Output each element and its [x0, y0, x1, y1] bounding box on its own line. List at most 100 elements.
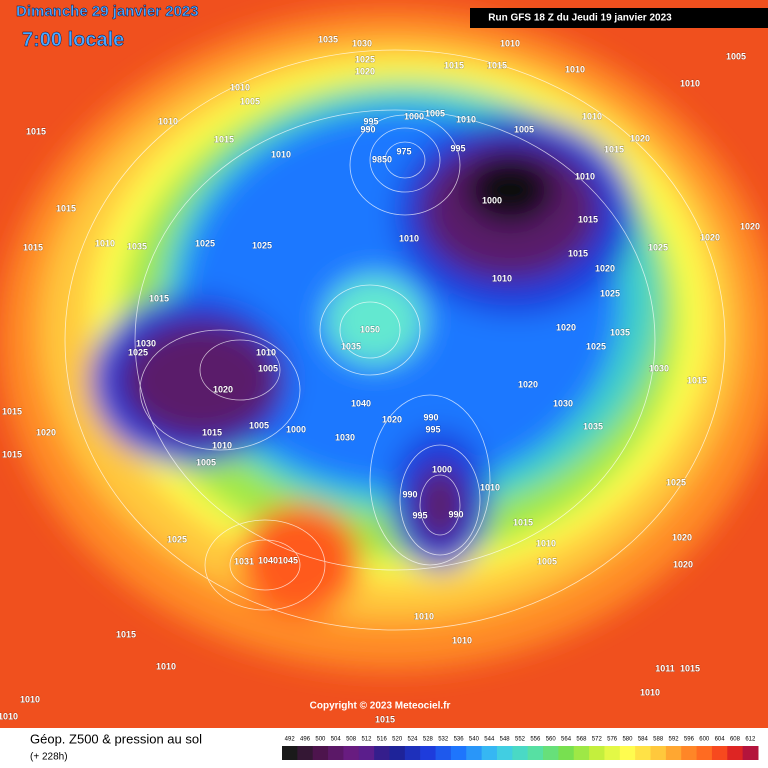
colorbar-swatch: [496, 746, 513, 760]
isobar-label: 1045: [278, 555, 298, 565]
isobar-label: 1025: [195, 238, 215, 248]
isobar-label: 1015: [56, 203, 76, 213]
isobar-label: 1005: [196, 457, 216, 467]
isobar-label: 990: [360, 124, 375, 134]
colorbar-label: 588: [653, 737, 664, 743]
isobar-label: 1015: [202, 427, 222, 437]
colorbar-label: 540: [469, 737, 480, 743]
isobar-label: 990: [402, 489, 417, 499]
isobar-label: 1015: [487, 60, 507, 70]
isobar-label: 1010: [256, 347, 276, 357]
colorbar-swatch: [543, 746, 559, 760]
date-title: Dimanche 29 janvier 2023: [16, 3, 199, 20]
colorbar-label: 492: [285, 737, 296, 743]
colorbar-label: 600: [699, 737, 710, 743]
isobar-label: 975: [396, 146, 411, 156]
isobar-label: 1020: [213, 384, 233, 394]
isobar-label: 1015: [2, 449, 22, 459]
colorbar-label: 496: [300, 737, 311, 743]
isobar-label: 1005: [726, 51, 746, 61]
isobar-label: 1000: [482, 195, 502, 205]
colorbar-label: 604: [715, 737, 726, 743]
colorbar-swatch: [450, 746, 467, 760]
isobar-label: 1015: [116, 629, 136, 639]
isobar-label: 1025: [648, 242, 668, 252]
copyright: Copyright © 2023 Meteociel.fr: [310, 701, 451, 712]
isobar-label: 1035: [610, 327, 630, 337]
isobar-label: 1005: [258, 363, 278, 373]
isobar-label: 1030: [136, 338, 156, 348]
isobar-label: 1010: [156, 661, 176, 671]
isobar-label: 1020: [355, 66, 375, 76]
colorbar-swatch: [512, 746, 529, 760]
isobar-label: 1010: [95, 238, 115, 248]
colorbar-label: 576: [607, 737, 618, 743]
colorbar-swatch: [619, 746, 636, 760]
isobar-label: 1020: [672, 532, 692, 542]
colorbar-swatch: [282, 746, 298, 760]
colorbar-label: 584: [638, 737, 649, 743]
footer-title: Géop. Z500 & pression au sol: [30, 731, 202, 746]
isobar-label: 1010: [456, 114, 476, 124]
isobar-label: 1031: [234, 556, 254, 566]
colorbar-swatch: [435, 746, 452, 760]
isobar-label: 1000: [432, 464, 452, 474]
colorbar-swatch: [635, 746, 652, 760]
isobar-label: 1015: [26, 126, 46, 136]
isobar-label: 1015: [578, 214, 598, 224]
colorbar-swatch: [358, 746, 375, 760]
run-box: [470, 8, 768, 28]
isobar-label: 1035: [127, 241, 147, 251]
isobar-label: 1020: [36, 427, 56, 437]
isobar-label: 1005: [537, 556, 557, 566]
colorbar-swatch: [328, 746, 344, 760]
isobar-label: 1010: [582, 111, 602, 121]
colorbar-swatch: [558, 746, 575, 760]
isobar-label: 1020: [382, 414, 402, 424]
isobar-label: 1010: [399, 233, 419, 243]
colorbar-swatch: [312, 746, 329, 760]
colorbar-swatch: [589, 746, 605, 760]
colorbar-label: 516: [377, 737, 388, 743]
isobar-label: 1015: [149, 293, 169, 303]
isobar-label: 1010: [565, 64, 585, 74]
colorbar-label: 568: [576, 737, 587, 743]
colorbar-swatch: [742, 746, 759, 760]
isobar-label: 1025: [167, 534, 187, 544]
colorbar-label: 560: [546, 737, 557, 743]
isobar-label: 990: [423, 412, 438, 422]
isobar-label: 1030: [352, 38, 372, 48]
isobar-label: 1005: [514, 124, 534, 134]
run-info: Run GFS 18 Z du Jeudi 19 janvier 2023: [488, 13, 672, 24]
colorbar-swatch: [404, 746, 421, 760]
isobar-label: 1015: [375, 714, 395, 724]
colorbar-swatch: [420, 746, 437, 760]
map-background: [0, 0, 768, 728]
colorbar-swatch: [665, 746, 682, 760]
isobar-label: 1010: [20, 694, 40, 704]
isobar-label: 1015: [444, 60, 464, 70]
footer-lead: (+ 228h): [30, 752, 68, 763]
colorbar-label: 612: [745, 737, 756, 743]
isobar-label: 1040: [258, 555, 278, 565]
colorbar-swatch: [527, 746, 544, 760]
isobar-label: 995: [450, 143, 465, 153]
colorbar-swatch: [573, 746, 590, 760]
isobar-label: 1020: [673, 559, 693, 569]
isobar-label: 1020: [700, 232, 720, 242]
isobar-label: 1020: [630, 133, 650, 143]
isobar-label: 1000: [286, 424, 306, 434]
colorbar-label: 572: [592, 737, 603, 743]
isobar-label: 1025: [666, 477, 686, 487]
isobar-label: 1035: [583, 421, 603, 431]
isobar-label: 1015: [23, 242, 43, 252]
colorbar-swatch: [604, 746, 621, 760]
isobar-label: 1050: [360, 324, 380, 334]
isobar-label: 995: [425, 424, 440, 434]
isobar-label: 1020: [740, 221, 760, 231]
isobar-label: 1010: [414, 611, 434, 621]
isobar-label: 1015: [214, 134, 234, 144]
isobar-label: 1010: [640, 687, 660, 697]
